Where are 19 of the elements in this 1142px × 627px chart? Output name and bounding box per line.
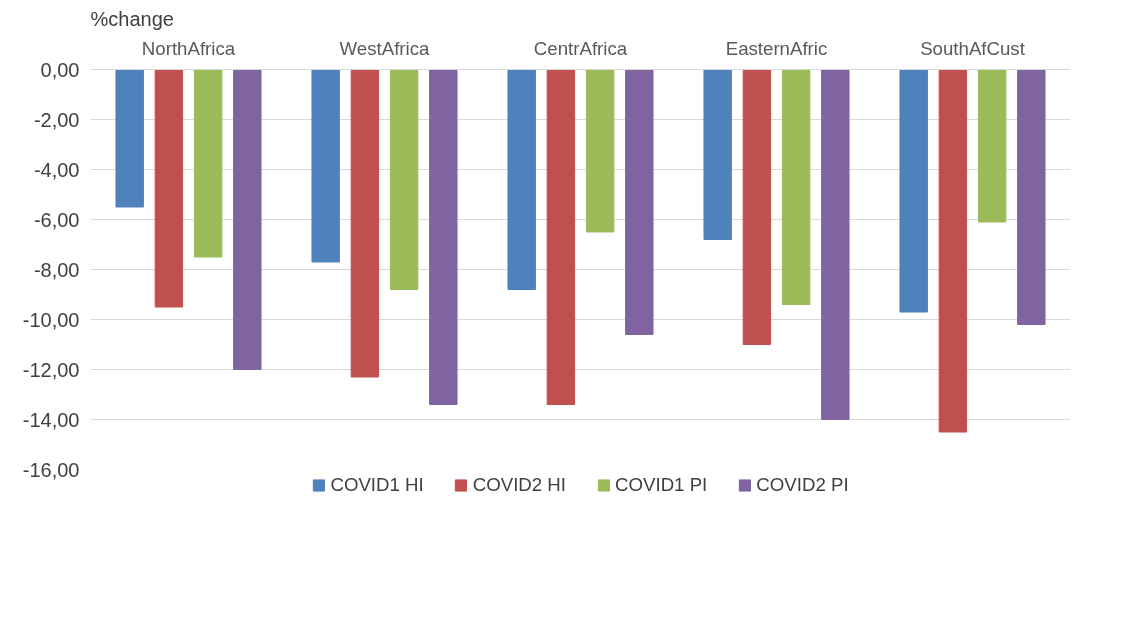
legend-label: COVID1 HI [330,474,424,496]
legend-label: COVID1 PI [615,474,708,496]
legend-label: COVID2 HI [472,474,567,496]
y-tick-label: -16,00 [22,458,80,481]
x-tick-label: CentrAfrica [533,37,628,59]
x-tick-label: WestAfrica [339,37,431,59]
y-tick-label: -6,00 [33,208,80,231]
x-tick-label: SouthAfCust [920,37,1026,59]
legend-label: COVID2 PI [756,474,849,496]
y-axis-title: %change [90,7,174,30]
y-tick-label: -12,00 [22,358,80,381]
y-tick-label: -14,00 [22,408,80,431]
y-tick-label: -8,00 [33,258,80,281]
x-tick-label: EasternAfric [725,37,828,59]
y-tick-label: -4,00 [33,158,80,181]
y-tick-label: 0,00 [40,58,80,81]
x-tick-label: NorthAfrica [141,37,236,59]
y-tick-label: -10,00 [22,308,80,331]
y-tick-label: -2,00 [33,108,80,131]
